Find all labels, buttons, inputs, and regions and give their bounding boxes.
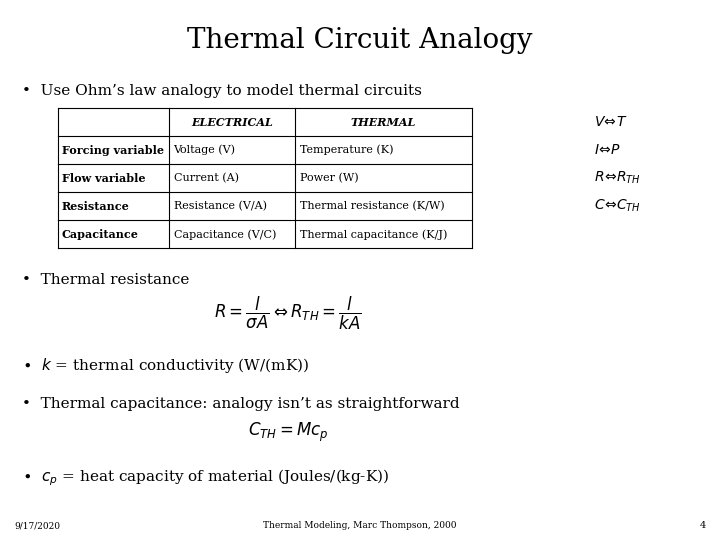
Text: Thermal Modeling, Marc Thompson, 2000: Thermal Modeling, Marc Thompson, 2000: [264, 521, 456, 530]
Text: THERMAL: THERMAL: [351, 117, 416, 127]
Text: $R \!\Leftrightarrow\! R_{TH}$: $R \!\Leftrightarrow\! R_{TH}$: [594, 170, 641, 186]
Text: Voltage (V): Voltage (V): [174, 145, 235, 156]
Text: $R = \dfrac{l}{\sigma A} \Leftrightarrow R_{TH} = \dfrac{l}{kA}$: $R = \dfrac{l}{\sigma A} \Leftrightarrow…: [214, 295, 362, 332]
Text: Resistance (V/A): Resistance (V/A): [174, 201, 266, 212]
Text: Current (A): Current (A): [174, 173, 238, 184]
Text: Thermal resistance (K/W): Thermal resistance (K/W): [300, 201, 444, 212]
Text: Capacitance (V/C): Capacitance (V/C): [174, 229, 276, 240]
Text: Resistance: Resistance: [62, 201, 130, 212]
Text: •  Use Ohm’s law analogy to model thermal circuits: • Use Ohm’s law analogy to model thermal…: [22, 84, 421, 98]
Text: $\bullet$  $c_p$ = heat capacity of material (Joules/(kg-K)): $\bullet$ $c_p$ = heat capacity of mater…: [22, 467, 389, 488]
Text: Power (W): Power (W): [300, 173, 358, 184]
Text: Forcing variable: Forcing variable: [62, 145, 164, 156]
Text: $\bullet$  $k$ = thermal conductivity (W/(mK)): $\bullet$ $k$ = thermal conductivity (W/…: [22, 356, 309, 375]
Text: $C \!\Leftrightarrow\! C_{TH}$: $C \!\Leftrightarrow\! C_{TH}$: [594, 198, 641, 214]
Text: $V \!\Leftrightarrow\! T$: $V \!\Leftrightarrow\! T$: [594, 115, 627, 129]
Text: $C_{TH} = Mc_p$: $C_{TH} = Mc_p$: [248, 421, 328, 443]
Text: •  Thermal resistance: • Thermal resistance: [22, 273, 189, 287]
Text: 4: 4: [699, 521, 706, 530]
Text: ELECTRICAL: ELECTRICAL: [192, 117, 273, 127]
Text: Temperature (K): Temperature (K): [300, 145, 393, 156]
Text: Thermal Circuit Analogy: Thermal Circuit Analogy: [187, 27, 533, 54]
Text: $I \!\Leftrightarrow\! P$: $I \!\Leftrightarrow\! P$: [594, 143, 621, 157]
Text: Thermal capacitance (K/J): Thermal capacitance (K/J): [300, 229, 447, 240]
Text: Capacitance: Capacitance: [62, 229, 139, 240]
Text: •  Thermal capacitance: analogy isn’t as straightforward: • Thermal capacitance: analogy isn’t as …: [22, 397, 459, 411]
Text: Flow variable: Flow variable: [62, 173, 145, 184]
Text: 9/17/2020: 9/17/2020: [14, 521, 60, 530]
